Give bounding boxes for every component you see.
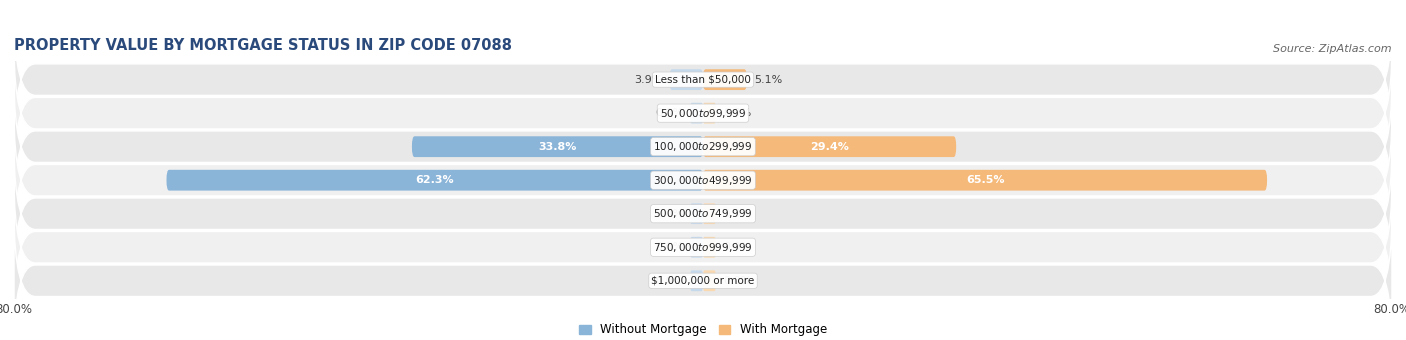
Text: Less than $50,000: Less than $50,000 (655, 75, 751, 85)
Text: Source: ZipAtlas.com: Source: ZipAtlas.com (1274, 44, 1392, 54)
FancyBboxPatch shape (14, 213, 1392, 340)
Text: 0.0%: 0.0% (655, 209, 683, 219)
Text: 5.1%: 5.1% (754, 75, 782, 85)
FancyBboxPatch shape (14, 45, 1392, 181)
FancyBboxPatch shape (703, 136, 956, 157)
FancyBboxPatch shape (690, 103, 703, 123)
FancyBboxPatch shape (703, 270, 716, 291)
FancyBboxPatch shape (703, 69, 747, 90)
Text: 33.8%: 33.8% (538, 142, 576, 152)
Text: $1,000,000 or more: $1,000,000 or more (651, 276, 755, 286)
FancyBboxPatch shape (14, 12, 1392, 148)
Legend: Without Mortgage, With Mortgage: Without Mortgage, With Mortgage (579, 323, 827, 336)
Text: PROPERTY VALUE BY MORTGAGE STATUS IN ZIP CODE 07088: PROPERTY VALUE BY MORTGAGE STATUS IN ZIP… (14, 38, 512, 53)
Text: 3.9%: 3.9% (634, 75, 662, 85)
Text: $300,000 to $499,999: $300,000 to $499,999 (654, 174, 752, 187)
Text: 0.0%: 0.0% (723, 209, 751, 219)
FancyBboxPatch shape (690, 270, 703, 291)
Text: 0.0%: 0.0% (655, 242, 683, 252)
FancyBboxPatch shape (703, 203, 716, 224)
Text: 0.0%: 0.0% (655, 276, 683, 286)
FancyBboxPatch shape (703, 103, 716, 123)
Text: $750,000 to $999,999: $750,000 to $999,999 (654, 241, 752, 254)
Text: 0.0%: 0.0% (655, 108, 683, 118)
Text: 0.0%: 0.0% (723, 276, 751, 286)
FancyBboxPatch shape (703, 170, 1267, 191)
Text: 0.0%: 0.0% (723, 108, 751, 118)
FancyBboxPatch shape (703, 237, 716, 258)
Text: 62.3%: 62.3% (415, 175, 454, 185)
FancyBboxPatch shape (14, 112, 1392, 248)
Text: 29.4%: 29.4% (810, 142, 849, 152)
FancyBboxPatch shape (412, 136, 703, 157)
FancyBboxPatch shape (14, 79, 1392, 215)
Text: $500,000 to $749,999: $500,000 to $749,999 (654, 207, 752, 220)
FancyBboxPatch shape (166, 170, 703, 191)
FancyBboxPatch shape (14, 146, 1392, 282)
FancyBboxPatch shape (14, 179, 1392, 315)
FancyBboxPatch shape (669, 69, 703, 90)
Text: 0.0%: 0.0% (723, 242, 751, 252)
FancyBboxPatch shape (690, 237, 703, 258)
Text: $100,000 to $299,999: $100,000 to $299,999 (654, 140, 752, 153)
Text: 65.5%: 65.5% (966, 175, 1004, 185)
Text: $50,000 to $99,999: $50,000 to $99,999 (659, 107, 747, 120)
FancyBboxPatch shape (690, 203, 703, 224)
